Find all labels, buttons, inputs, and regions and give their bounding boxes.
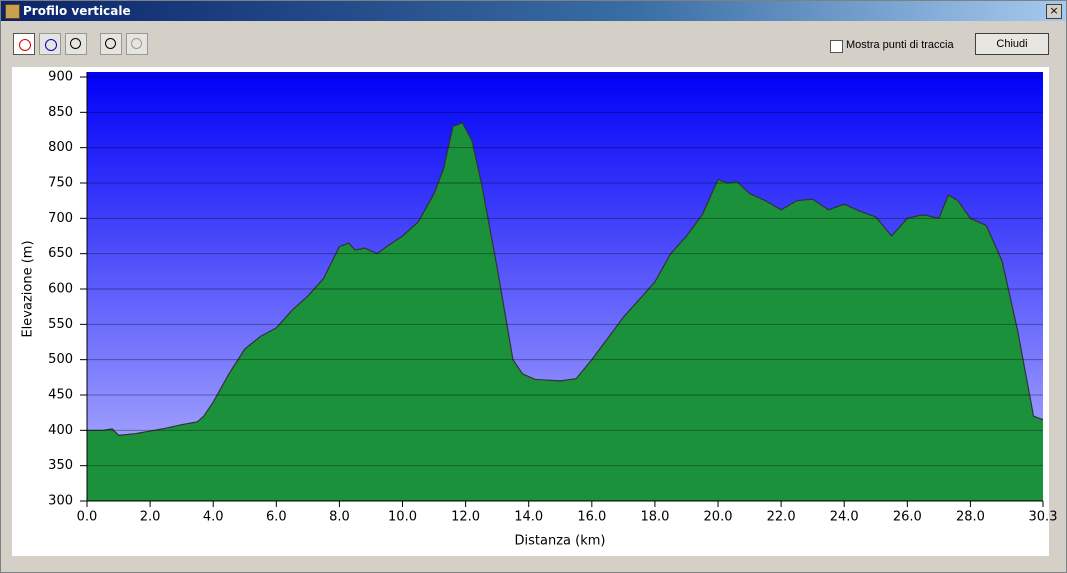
x-tick-label: 6.0 bbox=[266, 510, 287, 525]
x-tick-label: 18.0 bbox=[640, 510, 669, 525]
x-tick-label: 12.0 bbox=[451, 510, 480, 525]
y-tick-label: 600 bbox=[48, 282, 73, 297]
title-bar: Profilo verticale × bbox=[1, 1, 1066, 21]
tool-zoom-in[interactable] bbox=[100, 33, 122, 55]
x-tick-label: 26.0 bbox=[893, 510, 922, 525]
x-tick-label: 10.0 bbox=[388, 510, 417, 525]
y-tick-label: 800 bbox=[48, 140, 73, 155]
elevation-area bbox=[87, 122, 1043, 501]
x-tick-label: 20.0 bbox=[704, 510, 733, 525]
x-tick-label: 4.0 bbox=[203, 510, 224, 525]
y-tick-label: 850 bbox=[48, 105, 73, 120]
tool-blue-cross[interactable] bbox=[39, 33, 61, 55]
x-tick-label: 2.0 bbox=[140, 510, 161, 525]
y-tick-label: 650 bbox=[48, 246, 73, 261]
window-title: Profilo verticale bbox=[23, 4, 131, 18]
tool-zoom-out[interactable] bbox=[126, 33, 148, 55]
y-tick-label: 300 bbox=[48, 494, 73, 509]
x-tick-label: 14.0 bbox=[514, 510, 543, 525]
x-tick-label: 28.0 bbox=[956, 510, 985, 525]
close-button[interactable]: × bbox=[1046, 4, 1062, 19]
checkbox-label[interactable]: Mostra punti di traccia bbox=[846, 39, 954, 51]
x-tick-label: 8.0 bbox=[329, 510, 350, 525]
y-tick-label: 550 bbox=[48, 317, 73, 332]
x-tick-label: 30.3 bbox=[1029, 510, 1058, 525]
y-axis-label: Elevazione (m) bbox=[21, 240, 36, 337]
app-icon bbox=[5, 4, 20, 19]
y-tick-label: 350 bbox=[48, 458, 73, 473]
tool-red-cross[interactable] bbox=[13, 33, 35, 55]
x-tick-label: 22.0 bbox=[767, 510, 796, 525]
x-axis-label: Distanza (km) bbox=[515, 534, 606, 549]
tool-zoom-box[interactable] bbox=[65, 33, 87, 55]
elevation-line bbox=[87, 122, 1044, 436]
x-tick-label: 0.0 bbox=[77, 510, 98, 525]
x-tick-label: 16.0 bbox=[577, 510, 606, 525]
y-tick-label: 450 bbox=[48, 388, 73, 403]
y-tick-label: 750 bbox=[48, 176, 73, 191]
y-tick-label: 400 bbox=[48, 423, 73, 438]
y-tick-label: 900 bbox=[48, 70, 73, 85]
close-dialog-button[interactable]: Chiudi bbox=[975, 33, 1049, 55]
checkbox[interactable] bbox=[830, 40, 843, 53]
x-tick-label: 24.0 bbox=[830, 510, 859, 525]
y-tick-label: 700 bbox=[48, 211, 73, 226]
y-tick-label: 500 bbox=[48, 352, 73, 367]
